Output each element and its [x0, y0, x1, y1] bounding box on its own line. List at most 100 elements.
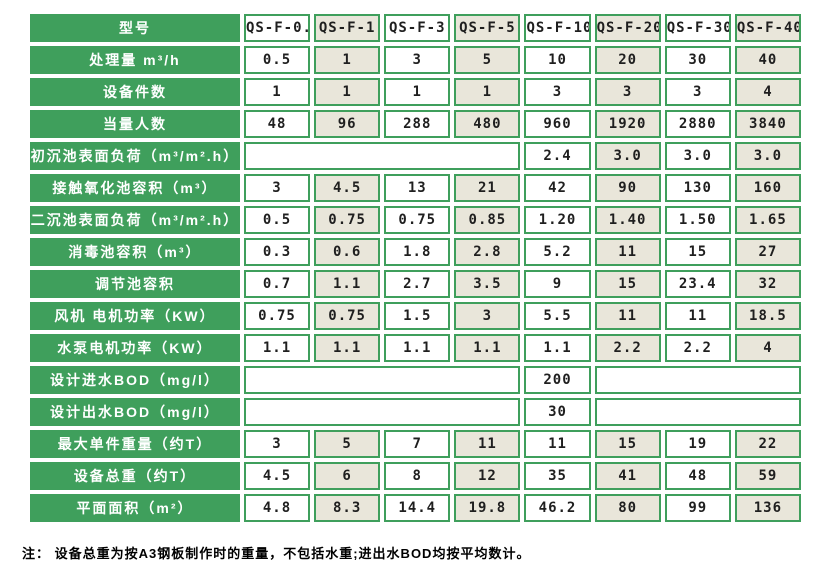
value-cell: 5.2 [524, 238, 591, 266]
model-spec-table: 型号QS-F-0.5QS-F-1QS-F-3QS-F-5QS-F-10QS-F-… [26, 10, 805, 526]
value-cell: 3 [524, 78, 591, 106]
value-cell: 480 [454, 110, 521, 138]
table-header-row: 型号QS-F-0.5QS-F-1QS-F-3QS-F-5QS-F-10QS-F-… [30, 14, 801, 42]
table-row: 调节池容积 0.7 1.1 2.7 3.5 9 15 23.4 32 [30, 270, 801, 298]
value-cell: 5 [454, 46, 521, 74]
value-cell: 23.4 [664, 270, 731, 298]
value-cell: 2.2 [594, 334, 661, 362]
table-row: 初沉池表面负荷（m³/m².h） 2.4 3.0 3.0 3.0 [30, 142, 801, 170]
value-cell: 7 [384, 430, 451, 458]
value-cell: 2.8 [454, 238, 521, 266]
table-row: 水泵电机功率（KW） 1.1 1.1 1.1 1.1 1.1 2.2 2.2 4 [30, 334, 801, 362]
model-name-cell: QS-F-30 [664, 14, 731, 42]
table-row: 平面面积（m²） 4.8 8.3 14.4 19.8 46.2 80 99 136 [30, 494, 801, 522]
model-name-cell: QS-F-3 [384, 14, 451, 42]
table-row: 最大单件重量（约T） 3 5 7 11 11 15 19 22 [30, 430, 801, 458]
model-name-cell: QS-F-40 [734, 14, 801, 42]
model-column-label: 型号 [30, 14, 240, 42]
value-cell: 1.50 [664, 206, 731, 234]
value-cell: 3 [384, 46, 451, 74]
value-cell: 42 [524, 174, 591, 202]
value-cell: 3 [243, 430, 311, 458]
value-cell: 96 [314, 110, 381, 138]
value-cell: 20 [594, 46, 661, 74]
table-row: 当量人数 48 96 288 480 960 1920 2880 3840 [30, 110, 801, 138]
table-row: 二沉池表面负荷（m³/m².h） 0.5 0.75 0.75 0.85 1.20 1.40 1… [30, 206, 801, 234]
value-cell: 1.1 [524, 334, 591, 362]
table-row: 设备件数 1 1 1 1 3 3 3 4 [30, 78, 801, 106]
value-cell: 11 [524, 430, 591, 458]
value-cell: 6 [314, 462, 381, 490]
value-cell: 5 [314, 430, 381, 458]
value-cell: 30 [664, 46, 731, 74]
value-cell: 3 [243, 174, 311, 202]
value-cell: 1.65 [734, 206, 801, 234]
value-cell: 3 [454, 302, 521, 330]
value-cell: 4.5 [243, 462, 311, 490]
value-cell: 1 [314, 78, 381, 106]
table-row: 设备总重（约T） 4.5 6 8 12 35 41 48 59 [30, 462, 801, 490]
table-row: 处理量 m³/h 0.5 1 3 5 10 20 30 40 [30, 46, 801, 74]
value-cell: 160 [734, 174, 801, 202]
value-cell: 15 [664, 238, 731, 266]
value-cell: 80 [594, 494, 661, 522]
value-cell: 35 [524, 462, 591, 490]
value-cell: 48 [243, 110, 311, 138]
value-cell: 130 [664, 174, 731, 202]
value-cell: 41 [594, 462, 661, 490]
value-cell: 18.5 [734, 302, 801, 330]
value-cell: 90 [594, 174, 661, 202]
value-cell: 0.75 [314, 206, 381, 234]
model-name-cell: QS-F-5 [454, 14, 521, 42]
value-cell: 11 [594, 302, 661, 330]
value-cell: 288 [384, 110, 451, 138]
value-cell: 99 [664, 494, 731, 522]
row-label: 设计进水BOD（mg/l） [30, 366, 240, 394]
value-cell: 5.5 [524, 302, 591, 330]
value-cell: 12 [454, 462, 521, 490]
value-cell: 2.4 [524, 142, 591, 170]
value-cell: 8.3 [314, 494, 381, 522]
value-cell: 30 [524, 398, 591, 426]
row-label: 初沉池表面负荷（m³/m².h） [30, 142, 240, 170]
value-cell: 0.85 [454, 206, 521, 234]
row-label: 消毒池容积（m³） [30, 238, 240, 266]
value-cell: 1.1 [243, 334, 311, 362]
value-cell: 10 [524, 46, 591, 74]
value-cell: 1.20 [524, 206, 591, 234]
value-cell: 0.6 [314, 238, 381, 266]
empty-cell [243, 398, 521, 426]
value-cell: 3840 [734, 110, 801, 138]
model-name-cell: QS-F-0.5 [243, 14, 311, 42]
row-label: 设计出水BOD（mg/l） [30, 398, 240, 426]
value-cell: 11 [594, 238, 661, 266]
value-cell: 15 [594, 270, 661, 298]
model-name-cell: QS-F-10 [524, 14, 591, 42]
value-cell: 27 [734, 238, 801, 266]
value-cell: 46.2 [524, 494, 591, 522]
value-cell: 1.1 [314, 334, 381, 362]
value-cell: 1 [384, 78, 451, 106]
value-cell: 0.7 [243, 270, 311, 298]
value-cell: 2.2 [664, 334, 731, 362]
value-cell: 960 [524, 110, 591, 138]
value-cell: 21 [454, 174, 521, 202]
value-cell: 1920 [594, 110, 661, 138]
empty-cell [243, 366, 521, 394]
value-cell: 1.5 [384, 302, 451, 330]
value-cell: 1.1 [384, 334, 451, 362]
value-cell: 3 [664, 78, 731, 106]
value-cell: 4.8 [243, 494, 311, 522]
value-cell: 0.75 [314, 302, 381, 330]
value-cell: 22 [734, 430, 801, 458]
value-cell: 0.5 [243, 46, 311, 74]
value-cell: 4.5 [314, 174, 381, 202]
table-row: 设计进水BOD（mg/l） 200 [30, 366, 801, 394]
model-name-cell: QS-F-20 [594, 14, 661, 42]
row-label: 水泵电机功率（KW） [30, 334, 240, 362]
value-cell: 0.75 [384, 206, 451, 234]
value-cell: 3.0 [594, 142, 661, 170]
row-label: 最大单件重量（约T） [30, 430, 240, 458]
value-cell: 40 [734, 46, 801, 74]
